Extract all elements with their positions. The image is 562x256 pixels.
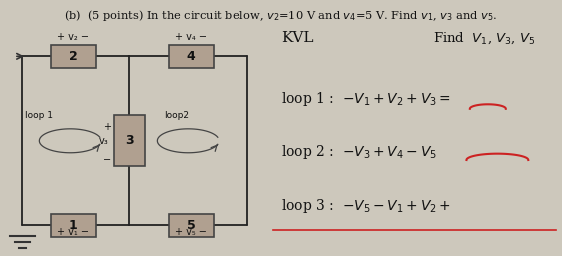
Text: 1: 1: [69, 219, 78, 232]
Text: + v₄ −: + v₄ −: [175, 32, 207, 42]
Text: KVL: KVL: [281, 31, 314, 45]
Bar: [114, 115, 145, 166]
Text: loop 3 :  $-V_5-V_1+V_2 +$: loop 3 : $-V_5-V_1+V_2 +$: [281, 197, 451, 215]
Text: + v₁ −: + v₁ −: [57, 227, 89, 237]
Text: 2: 2: [69, 50, 78, 63]
Text: 3: 3: [125, 134, 134, 147]
Text: loop 1: loop 1: [25, 111, 53, 120]
Text: −: −: [103, 155, 111, 165]
Text: 4: 4: [187, 50, 196, 63]
Text: +: +: [103, 122, 111, 132]
Text: 5: 5: [187, 219, 196, 232]
Text: loop 2 :  $-V_3 +V_4-V_5$: loop 2 : $-V_3 +V_4-V_5$: [281, 143, 437, 161]
Bar: [169, 45, 214, 68]
Text: + v₂ −: + v₂ −: [57, 32, 89, 42]
Bar: [51, 214, 96, 237]
Text: (b)  (5 points) In the circuit below, $v_2$=10 V and $v_4$=5 V. Find $v_1$, $v_3: (b) (5 points) In the circuit below, $v_…: [64, 8, 498, 23]
Text: loop2: loop2: [165, 111, 189, 120]
Bar: [169, 214, 214, 237]
Text: loop 1 :  $-V_1 +V_2 +V_3 =$: loop 1 : $-V_1 +V_2 +V_3 =$: [281, 90, 451, 108]
Text: v₃: v₃: [99, 136, 109, 146]
Text: + v₅ −: + v₅ −: [175, 227, 207, 237]
Text: Find  $V_1$, $V_3$, $V_5$: Find $V_1$, $V_3$, $V_5$: [433, 31, 535, 46]
Bar: [51, 45, 96, 68]
